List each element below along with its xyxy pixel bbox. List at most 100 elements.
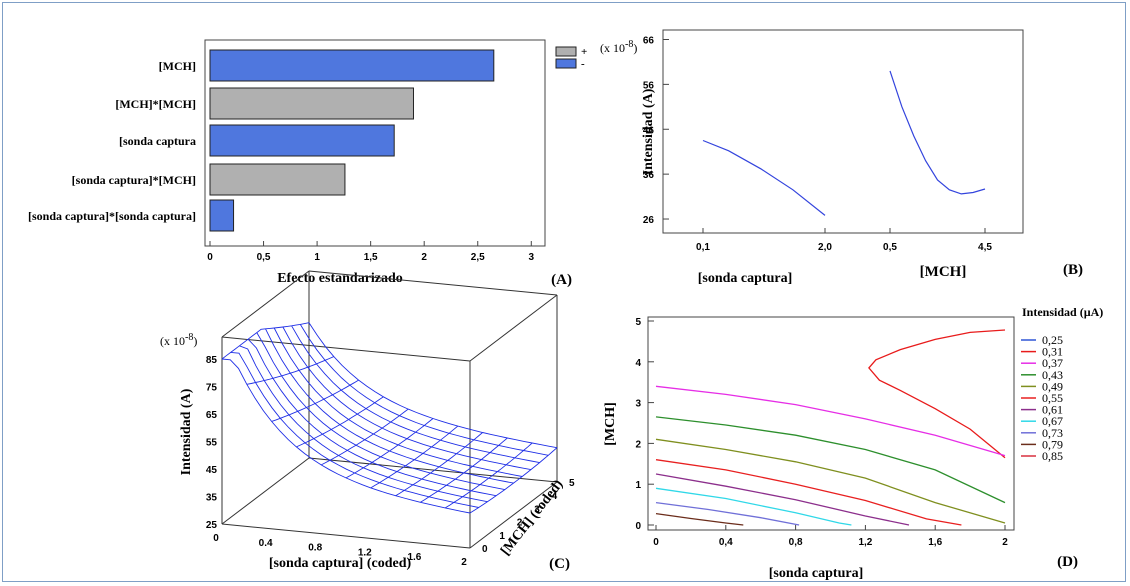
panel-c-scale-label: (x 10-8) [160, 332, 197, 349]
panel-d-tag: (D) [1057, 554, 1078, 570]
surface-line-x-2 [271, 379, 359, 422]
legend-label-4: 0,49 [1042, 379, 1063, 393]
contour-line-4 [655, 459, 962, 526]
line-series-1 [889, 70, 986, 195]
panel-b-x-label-sonda: [sonda captura] [698, 271, 793, 286]
surface-line-y-9 [299, 324, 549, 456]
panel-b-x-label-mch: [MCH] [920, 264, 967, 280]
x-tick-label-0-0: 0,1 [696, 242, 710, 253]
y-tick-label-2: 46 [643, 125, 655, 136]
y-tick-label-4: 4 [552, 491, 558, 502]
panel-b-y-label: Intensidad (A) [641, 88, 656, 175]
x-tick-label-4: 2 [421, 252, 427, 263]
panel-d-x-label: [sonda captura] [769, 566, 864, 581]
x-tick-label-5: 2,5 [471, 252, 485, 263]
x-tick-label-2: 1 [314, 252, 320, 263]
panel-c-y-label: [MCH] (coded) [498, 477, 566, 558]
legend-label-7: 0,67 [1042, 414, 1063, 428]
legend-swatch-0 [555, 46, 577, 57]
contour-line-6 [655, 487, 852, 526]
legend-label-5: 0,55 [1042, 391, 1063, 405]
box-edge-7 [308, 270, 558, 296]
contour-line-7 [655, 501, 800, 526]
surface-line-x-0 [221, 322, 310, 360]
x-tick-label-6: 3 [529, 252, 535, 263]
y-tick-label-5: 5 [635, 317, 641, 328]
x-tick-label-1: 0,5 [257, 252, 271, 263]
y-tick-label-0: 0 [482, 544, 488, 555]
contour-line-1 [655, 385, 1006, 457]
x-tick-label-2: 0,8 [789, 537, 803, 548]
bar-1 [209, 87, 414, 120]
x-tick-label-0: 0 [207, 252, 213, 263]
contour-line-3 [655, 438, 1006, 524]
x-tick-label-1: 0,4 [719, 537, 733, 548]
box-edge-1 [221, 457, 310, 525]
surface-line-x-7 [395, 432, 483, 497]
box-edge-4 [221, 336, 471, 362]
x-tick-label-3: 1,5 [364, 252, 378, 263]
box-edge-0 [221, 523, 471, 549]
panel-c-tag: (C) [549, 556, 570, 572]
panel-a-bar-chart: [MCH] [MCH]*[MCH] [sonda captura [sonda cap… [28, 39, 587, 288]
legend-label-1: 0,31 [1042, 345, 1063, 359]
bar-4 [209, 199, 235, 232]
panel-b-tag: (B) [1063, 262, 1083, 278]
legend-label-1: - [581, 58, 585, 70]
surface-line-x-9 [444, 442, 533, 509]
bar-category-label-4: [sonda captura]*[sonda captura] [28, 209, 196, 223]
panel-b-plot-frame [662, 29, 1024, 234]
x-tick-label-0-1: 2,0 [818, 242, 832, 253]
panel-a-tag: (A) [551, 272, 572, 288]
legend-label-9: 0,79 [1042, 437, 1063, 451]
y-tick-label-0: 26 [643, 215, 655, 226]
bar-category-label-0: [MCH] [159, 59, 196, 73]
panel-c-x-label: [sonda captura] (coded) [269, 556, 412, 571]
line-series-0 [702, 139, 826, 216]
panel-b-scale-label: (x 10-8) [600, 39, 637, 56]
surface-line-x-4 [320, 408, 409, 466]
z-tick-label-2: 45 [206, 465, 218, 476]
z-tick-label-1: 35 [206, 493, 218, 504]
contour-line-5 [655, 473, 910, 526]
y-tick-label-4: 66 [643, 35, 655, 46]
y-tick-label-1: 1 [635, 480, 641, 491]
y-tick-label-5: 5 [569, 478, 575, 489]
legend-label-0: 0,25 [1042, 333, 1063, 347]
contour-line-8 [655, 512, 744, 526]
legend-label-3: 0,43 [1042, 368, 1063, 382]
y-tick-label-2: 2 [635, 439, 641, 450]
y-tick-label-3: 56 [643, 80, 655, 91]
surface-line-x-8 [420, 437, 508, 503]
z-tick-label-0: 25 [206, 520, 218, 531]
contour-line-0 [868, 329, 1006, 459]
x-tick-label-1-1: 4,5 [978, 242, 992, 253]
surface-line-x-1 [246, 356, 334, 385]
y-tick-label-0: 0 [635, 521, 641, 532]
y-tick-label-3: 3 [635, 399, 641, 410]
y-tick-label-1: 1 [499, 531, 505, 542]
x-tick-label-4: 1.6 [407, 552, 421, 563]
x-tick-label-3: 1.2 [358, 547, 372, 558]
x-tick-label-0: 0 [653, 537, 659, 548]
bar-0 [209, 49, 495, 82]
bar-3 [209, 163, 346, 196]
surface-line-x-5 [345, 418, 434, 479]
x-tick-label-4: 1,6 [928, 537, 942, 548]
surface-line-x-3 [296, 396, 384, 448]
x-tick-label-5: 2 [461, 557, 467, 568]
y-tick-label-3: 3 [534, 504, 540, 515]
z-tick-label-3: 55 [206, 438, 218, 449]
surface-line-x-6 [370, 425, 459, 489]
z-tick-label-4: 65 [206, 410, 218, 421]
panel-d-y-label: [MCH] [603, 402, 618, 446]
legend-label-0: + [581, 46, 587, 58]
z-tick-label-5: 75 [206, 383, 218, 394]
contour-line-2 [655, 416, 1006, 504]
legend-label-8: 0,73 [1042, 426, 1063, 440]
surface-line-x-10 [469, 447, 558, 514]
panel-d-legend-title: Intensidad (µA) [1022, 305, 1103, 319]
y-tick-label-2: 2 [517, 518, 523, 529]
